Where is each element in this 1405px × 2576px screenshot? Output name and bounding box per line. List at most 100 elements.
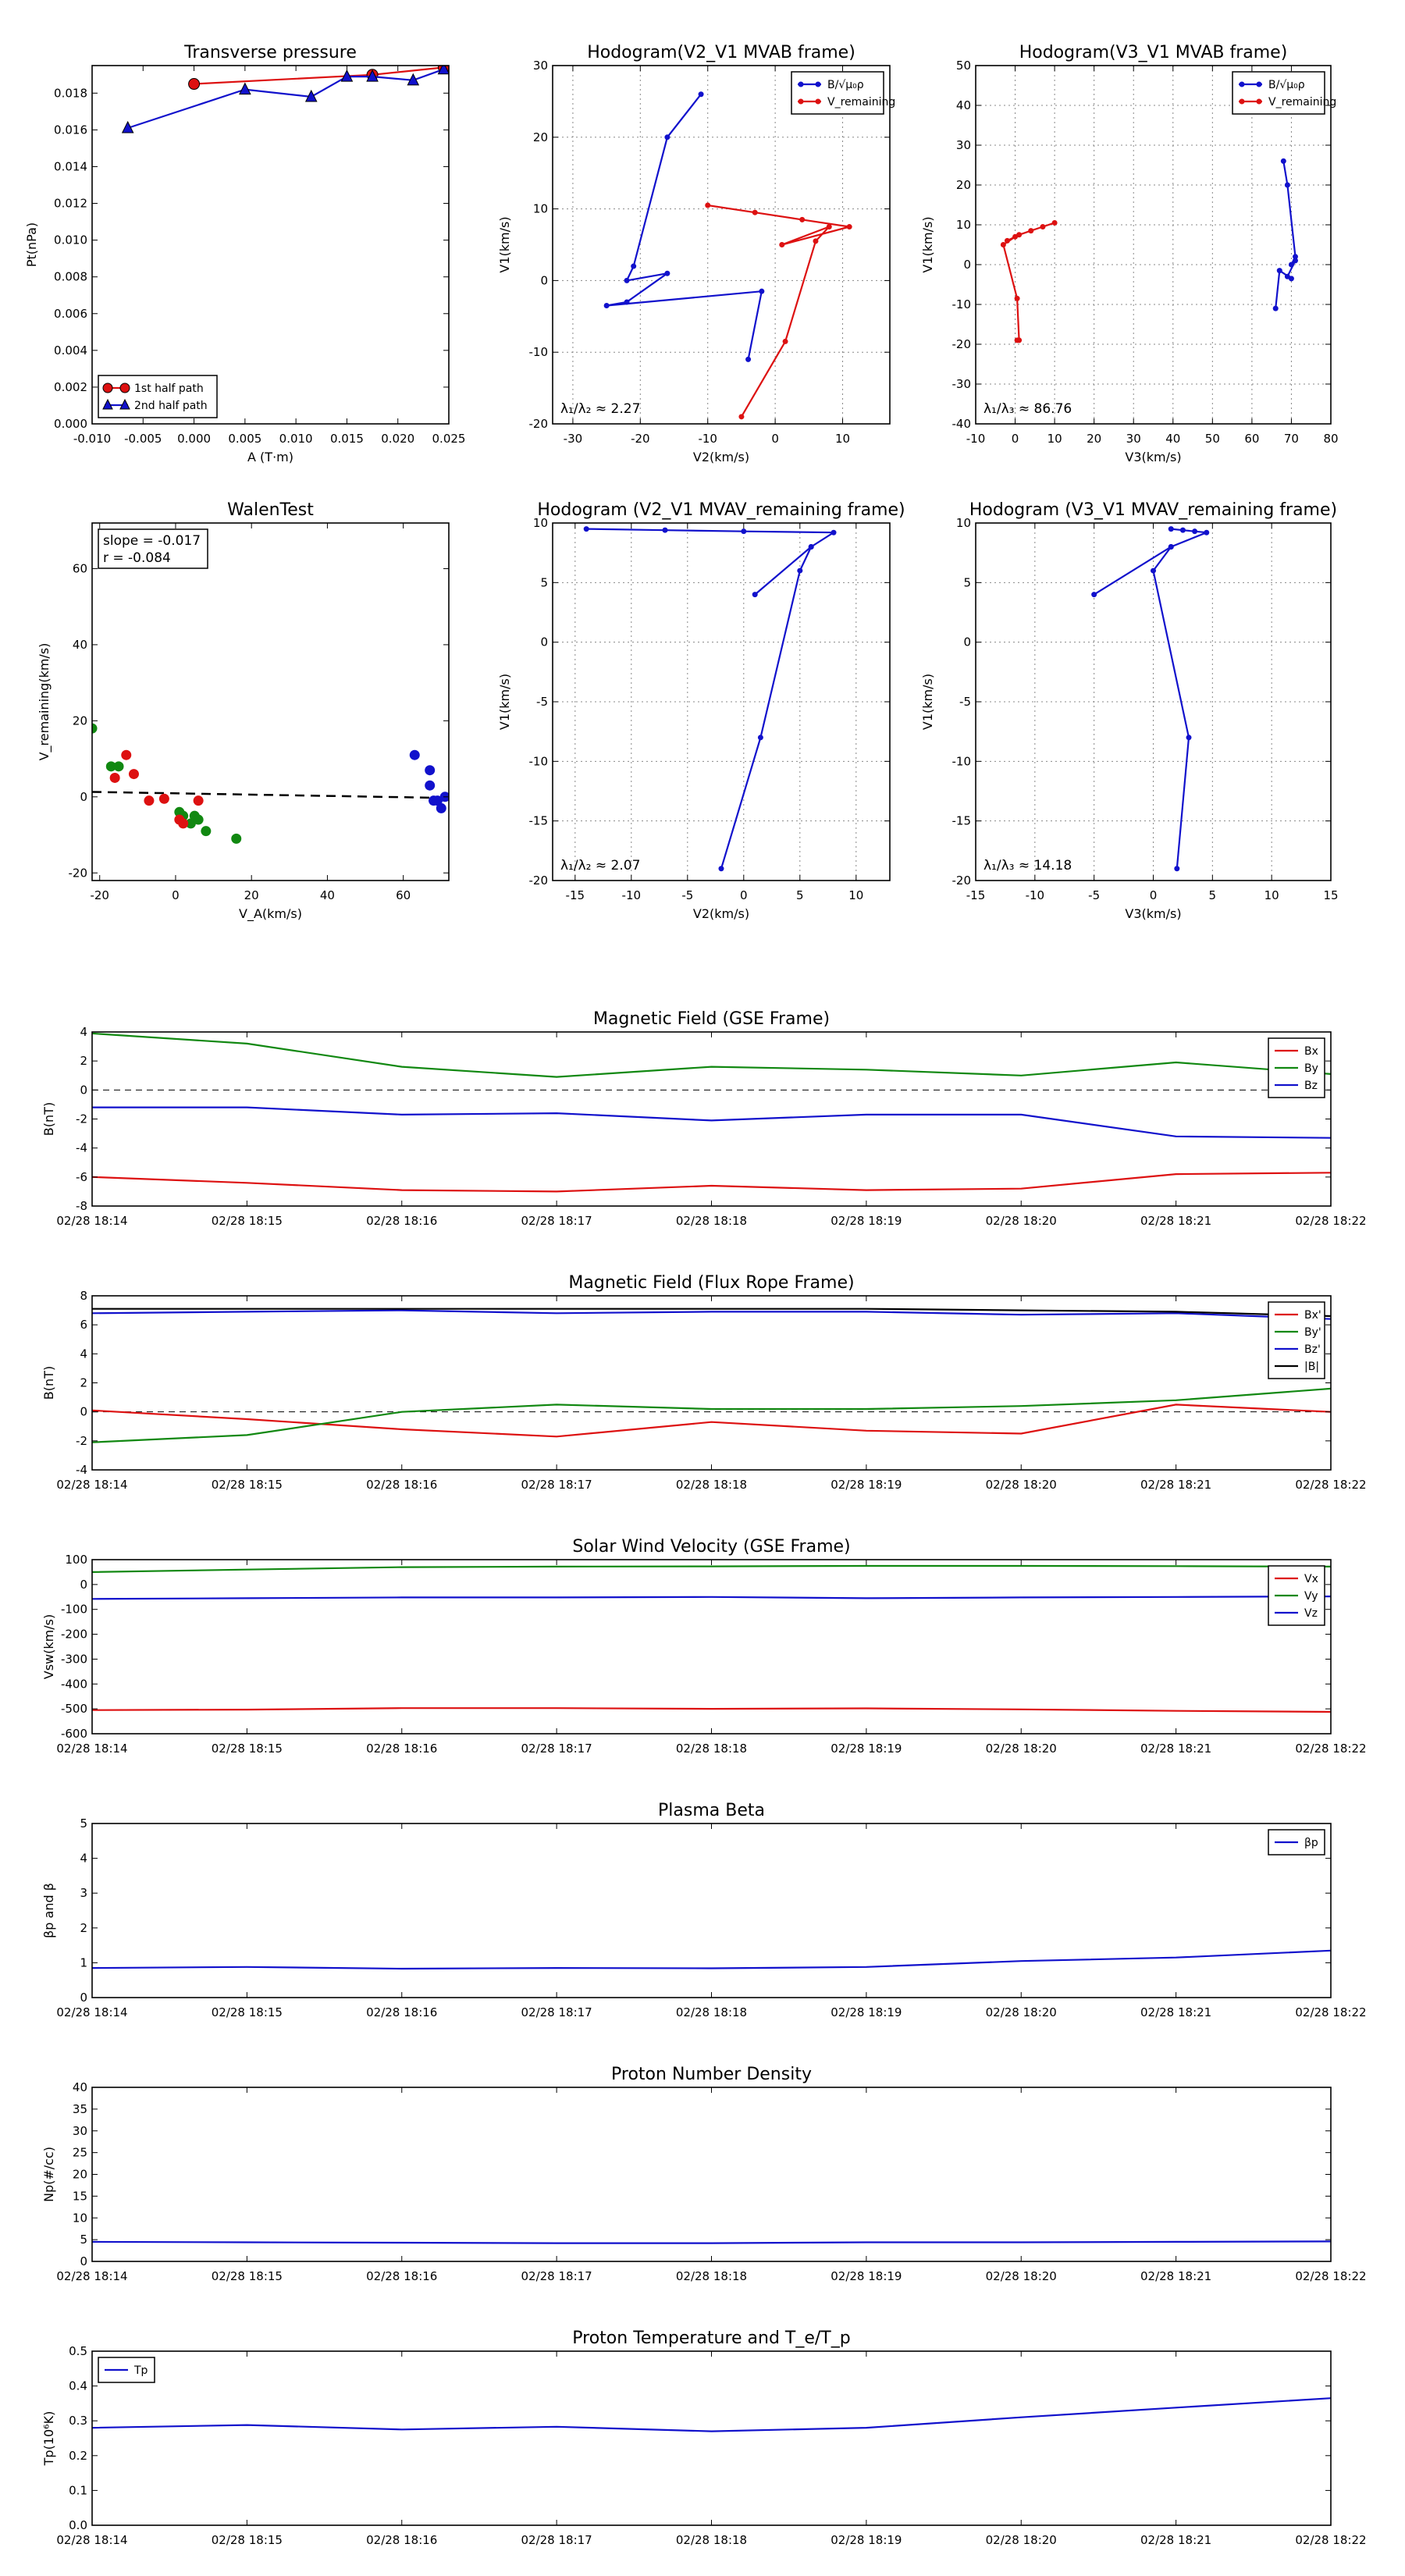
legend-label: 2nd half path (134, 400, 208, 412)
x-tick-label: 02/28 18:18 (676, 1214, 747, 1228)
data-point (745, 356, 752, 362)
y-tick-label: 2 (80, 1054, 87, 1068)
y-tick-label: -2 (76, 1112, 87, 1126)
data-point (144, 795, 155, 806)
y-tick-label: 0.2 (69, 2449, 87, 2463)
axes-frame (91, 2087, 1332, 2262)
x-tick-label: 10 (848, 888, 863, 902)
chart-title: Solar Wind Velocity (GSE Frame) (572, 1537, 850, 1557)
chart-panel-9: 02/28 18:14 02/28 18:15 02/28 18:16 02/28 1… (41, 1801, 1367, 2019)
y-tick-label: -5 (959, 695, 971, 709)
legend-marker (798, 98, 804, 105)
series-line-bz (92, 1106, 1331, 1139)
data-point (1293, 254, 1298, 260)
data-point (1204, 529, 1210, 535)
data-point (1014, 337, 1020, 343)
series-line-series-0 (92, 2240, 1331, 2244)
x-axis-label: A (T·m) (247, 450, 293, 464)
axes-frame (91, 1823, 1332, 1998)
x-tick-label: 02/28 18:20 (986, 2533, 1057, 2547)
y-tick-label: 0 (80, 1578, 87, 1592)
chart-panel-8: 02/28 18:14 02/28 18:15 02/28 18:16 02/28 1… (41, 1537, 1367, 1756)
x-tick-label: 50 (1205, 432, 1220, 446)
data-point (1280, 158, 1286, 164)
y-tick-label: 0.016 (54, 123, 87, 137)
chart-title: Plasma Beta (658, 1801, 765, 1820)
y-axis-label: B(nT) (41, 1366, 56, 1400)
x-tick-label: 02/28 18:21 (1140, 1478, 1211, 1492)
series-line-v-remaining (707, 204, 850, 418)
x-tick-label: 02/28 18:21 (1140, 2533, 1211, 2547)
x-tick-label: 10 (835, 432, 850, 446)
x-tick-label: 0 (1012, 432, 1019, 446)
data-point (1179, 527, 1186, 533)
chart-panel-10: 02/28 18:14 02/28 18:15 02/28 18:16 02/28 1… (41, 2065, 1367, 2283)
x-tick-label: -0.005 (124, 432, 162, 446)
y-tick-label: 0.018 (54, 86, 87, 100)
data-point (105, 761, 116, 772)
y-axis-label: V1(km/s) (920, 216, 935, 272)
data-point (831, 529, 837, 535)
stats-box (98, 528, 208, 569)
y-tick-label: 0.0 (69, 2518, 87, 2532)
axes-frame (91, 1559, 1332, 1735)
legend-marker (119, 398, 130, 410)
legend-label: Bx' (1304, 1309, 1321, 1322)
y-tick-label: -4 (76, 1463, 87, 1477)
axes-frame (552, 65, 891, 425)
y-tick-label: 0.004 (54, 343, 87, 358)
x-tick-label: 02/28 18:15 (212, 2533, 283, 2547)
series-line-vx (92, 1707, 1331, 1713)
eigenvalue-ratio-annotation: λ₁/λ₂ ≈ 2.07 (560, 858, 640, 873)
x-tick-label: 02/28 18:17 (521, 2269, 592, 2283)
x-tick-label: 70 (1284, 432, 1299, 446)
legend-marker (1256, 98, 1262, 105)
y-tick-label: -10 (952, 754, 972, 768)
legend-label: By (1304, 1062, 1318, 1075)
x-tick-label: 02/28 18:15 (212, 1478, 283, 1492)
series-line-vz (92, 1595, 1331, 1600)
x-tick-label: 20 (1087, 432, 1101, 446)
legend-label: V_remaining (827, 96, 895, 109)
chart-title: Transverse pressure (183, 43, 357, 62)
y-tick-label: 0 (540, 273, 548, 287)
y-tick-label: 0 (80, 1083, 87, 1097)
x-tick-label: 02/28 18:21 (1140, 1742, 1211, 1756)
y-tick-label: 10 (956, 218, 971, 232)
series-line-by- (92, 1387, 1331, 1443)
data-point (846, 224, 852, 230)
x-tick-label: 02/28 18:22 (1295, 1742, 1366, 1756)
x-tick-label: 5 (1209, 888, 1217, 902)
data-point (664, 134, 670, 141)
axes-frame (91, 522, 450, 881)
x-tick-label: -10 (1026, 888, 1045, 902)
plot-area (92, 723, 449, 844)
axes-frame (91, 1295, 1332, 1471)
y-tick-label: 0.002 (54, 380, 87, 394)
fit-line (92, 791, 449, 799)
legend-label: B/√μ₀ρ (1268, 79, 1305, 91)
data-point (603, 303, 610, 309)
data-point (1272, 305, 1279, 311)
data-point (425, 780, 436, 791)
legend-marker (815, 98, 821, 105)
x-tick-label: 02/28 18:19 (831, 2005, 902, 2019)
x-tick-label: -10 (966, 432, 986, 446)
y-tick-label: 4 (80, 1025, 87, 1039)
x-tick-label: 02/28 18:20 (986, 1742, 1057, 1756)
data-point (1051, 219, 1058, 226)
y-tick-label: -2 (76, 1434, 87, 1448)
data-point (231, 833, 242, 844)
legend-box (98, 375, 218, 418)
eigenvalue-ratio-annotation: λ₁/λ₂ ≈ 2.27 (560, 401, 640, 417)
x-tick-label: 02/28 18:18 (676, 2269, 747, 2283)
data-point (808, 544, 814, 550)
y-axis-label: B(nT) (41, 1102, 56, 1136)
y-tick-label: 0 (80, 2254, 87, 2268)
chart-title: Hodogram(V2_V1 MVAB frame) (587, 43, 855, 62)
data-point (158, 793, 169, 804)
legend-marker (798, 81, 804, 87)
y-tick-label: 20 (956, 178, 971, 192)
data-point (705, 202, 711, 208)
